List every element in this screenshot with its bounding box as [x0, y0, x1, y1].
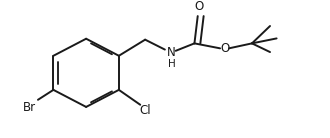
Text: O: O: [220, 42, 230, 55]
Text: N: N: [167, 46, 176, 59]
Text: O: O: [194, 0, 203, 13]
Text: Br: Br: [23, 101, 36, 114]
Text: Cl: Cl: [139, 104, 151, 117]
Text: H: H: [168, 59, 175, 69]
